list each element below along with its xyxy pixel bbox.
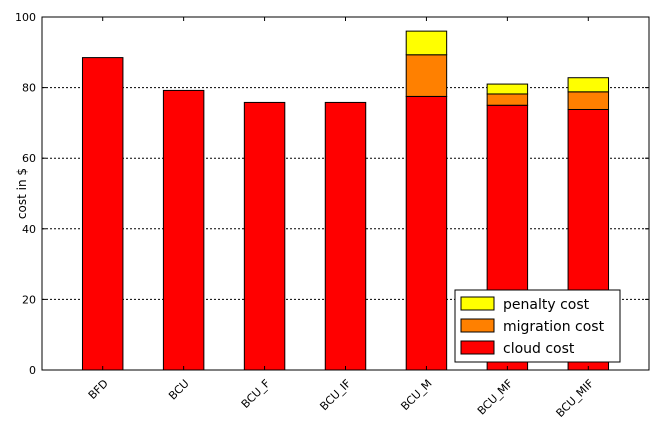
bar-segment-cloud-cost bbox=[162, 89, 205, 371]
legend-swatch bbox=[460, 296, 495, 311]
legend-swatch bbox=[460, 340, 495, 355]
y-tick-label: 100 bbox=[15, 11, 36, 24]
legend-label: migration cost bbox=[503, 319, 605, 335]
bar-segment-migration-cost bbox=[567, 91, 610, 110]
x-tick-label: BCU_IF bbox=[317, 377, 353, 413]
bar-segment-cloud-cost bbox=[324, 101, 367, 371]
bar-segment-migration-cost bbox=[405, 54, 448, 97]
y-axis-ticks: 0 20 40 60 80 100 bbox=[15, 11, 649, 377]
x-tick-label: BCU_MF bbox=[475, 377, 516, 418]
legend-label: cloud cost bbox=[503, 341, 575, 357]
legend-swatch bbox=[460, 318, 495, 333]
x-tick-label: BCU_M bbox=[398, 377, 434, 413]
bar-segment-cloud-cost bbox=[81, 57, 124, 371]
legend: penalty cost migration cost cloud cost bbox=[454, 289, 621, 363]
legend-label: penalty cost bbox=[503, 297, 590, 313]
x-tick-label: BFD bbox=[86, 377, 111, 402]
y-tick-label: 40 bbox=[22, 223, 36, 236]
bar-segment-cloud-cost bbox=[243, 101, 286, 371]
bar-segment-migration-cost bbox=[486, 93, 529, 106]
bars bbox=[81, 30, 610, 371]
bar-segment-penalty-cost bbox=[567, 77, 610, 93]
y-tick-label: 60 bbox=[22, 152, 36, 165]
y-axis-label: cost in $ bbox=[15, 168, 29, 219]
x-tick-label: BCU bbox=[166, 377, 192, 403]
x-tick-label: BCU_MIF bbox=[554, 377, 597, 420]
bar-segment-penalty-cost bbox=[405, 30, 448, 56]
bar-segment-cloud-cost bbox=[405, 95, 448, 371]
y-tick-label: 0 bbox=[29, 364, 36, 377]
y-tick-label: 80 bbox=[22, 82, 36, 95]
x-tick-label: BCU_F bbox=[239, 377, 273, 411]
bar-segment-penalty-cost bbox=[486, 83, 529, 95]
y-tick-label: 20 bbox=[22, 293, 36, 306]
